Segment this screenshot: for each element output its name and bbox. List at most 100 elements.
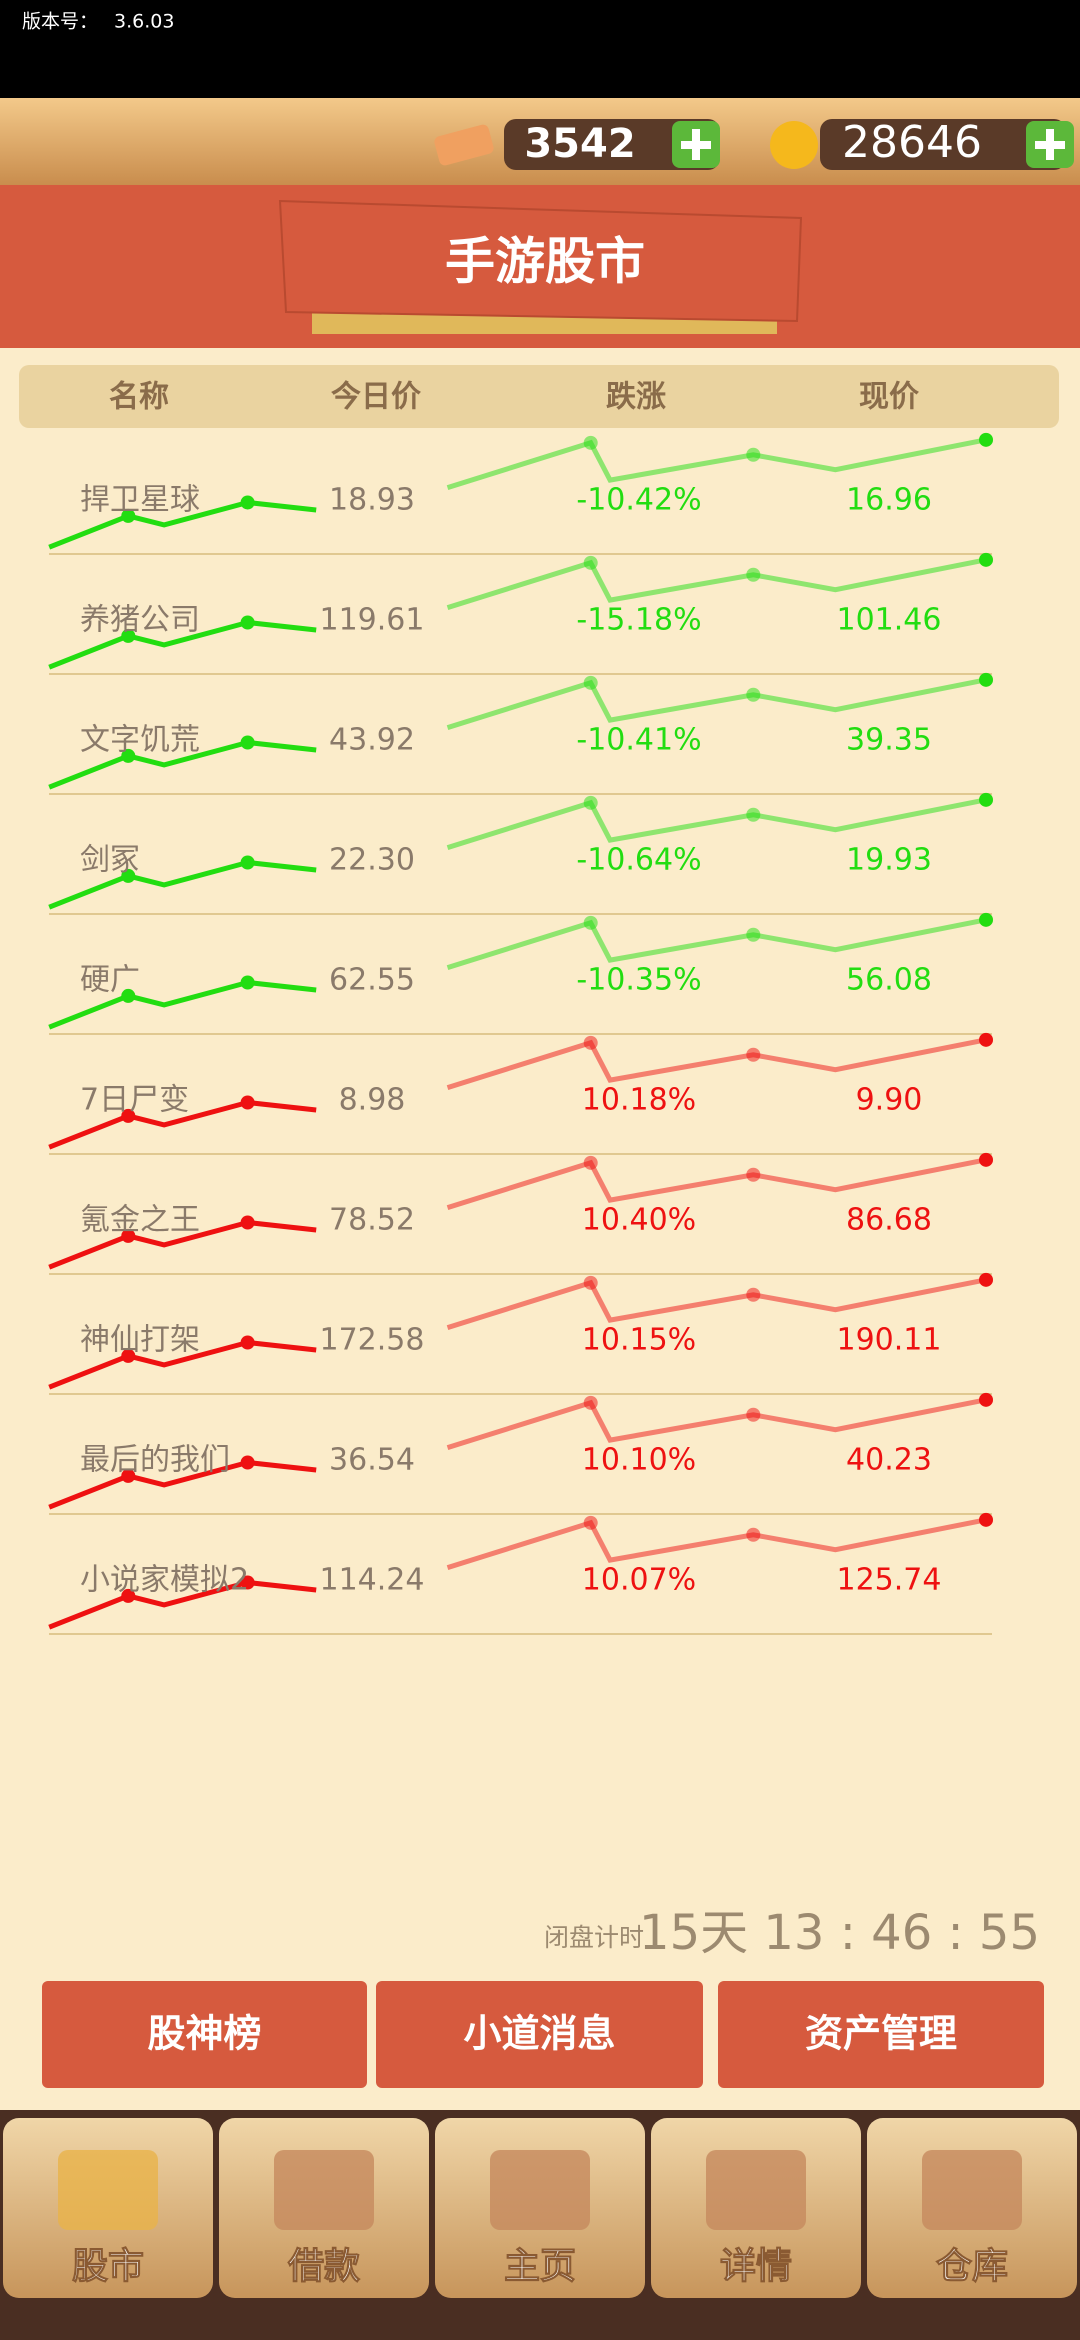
sparkline	[48, 739, 317, 790]
spark-dot	[240, 1455, 255, 1470]
spark-dot	[583, 1515, 598, 1530]
coin-pill[interactable]	[820, 119, 1066, 170]
current-price: 56.08	[846, 963, 932, 998]
coin-icon	[770, 121, 818, 169]
action-button[interactable]	[376, 1981, 703, 2088]
nav-label: 借款	[287, 2246, 360, 2287]
sparkline	[446, 917, 987, 970]
nav-label: 仓库	[936, 2246, 1008, 2287]
column-header: 现价	[859, 380, 919, 415]
spark-dot	[979, 1512, 994, 1527]
action-button[interactable]	[42, 1981, 367, 2088]
nav-icon	[490, 2150, 590, 2230]
button-label: 小道消息	[463, 2012, 615, 2056]
status-bar	[0, 0, 1080, 98]
spark-dot	[979, 1152, 994, 1167]
spark-dot	[121, 868, 136, 883]
nav-label: 详情	[720, 2246, 792, 2287]
spark-dot	[240, 1095, 255, 1110]
spark-dot	[240, 1215, 255, 1230]
today-price: 8.98	[339, 1083, 406, 1118]
spark-dot	[240, 855, 255, 870]
spark-dot	[121, 1228, 136, 1243]
spark-dot	[240, 1335, 255, 1350]
spark-dot	[240, 615, 255, 630]
spark-dot	[979, 552, 994, 567]
spark-dot	[583, 1035, 598, 1050]
stock-name: 神仙打架	[80, 1323, 200, 1358]
countdown: 15天 13 : 46 : 55	[639, 1905, 1040, 1961]
spark-dot	[746, 1407, 761, 1422]
spark-dot	[979, 912, 994, 927]
today-price: 172.58	[320, 1323, 425, 1358]
title-banner	[278, 199, 803, 323]
spark-dot	[240, 735, 255, 750]
today-price: 114.24	[320, 1563, 425, 1598]
plus	[681, 129, 711, 160]
nav-label: 股市	[72, 2246, 144, 2287]
sparkline	[48, 1219, 317, 1270]
spark-dot	[746, 1527, 761, 1542]
sparkline	[48, 1339, 317, 1390]
sparkline	[48, 499, 317, 550]
spark-dot	[746, 807, 761, 822]
current-price: 190.11	[837, 1323, 942, 1358]
sparkline	[446, 437, 987, 490]
spark-dot	[979, 672, 994, 687]
version: 3.6.03	[114, 11, 174, 33]
change: -10.64%	[576, 843, 701, 878]
change: 10.18%	[582, 1083, 696, 1118]
spark-dot	[583, 1155, 598, 1170]
current-price: 101.46	[837, 603, 942, 638]
nav-icon	[58, 2150, 158, 2230]
stock-name: 捍卫星球	[80, 483, 200, 518]
spark-dot	[746, 1167, 761, 1182]
spark-dot	[121, 1468, 136, 1483]
stock-name: 硬广	[80, 963, 140, 998]
cash-pill[interactable]	[504, 119, 720, 170]
spark-dot	[121, 628, 136, 643]
stock-name: 文字饥荒	[80, 723, 200, 758]
spark-dot	[583, 435, 598, 450]
sparkline	[446, 677, 987, 730]
spark-dot	[583, 795, 598, 810]
stock-name: 养猪公司	[80, 603, 200, 638]
sparkline	[446, 1157, 987, 1210]
current-price: 40.23	[846, 1443, 932, 1478]
countdown-label: 闭盘计时	[544, 1923, 644, 1952]
table-header	[19, 365, 1059, 428]
spark-dot	[240, 975, 255, 990]
spark-dot	[240, 1575, 255, 1590]
today-price: 62.55	[329, 963, 415, 998]
today-price: 18.93	[329, 483, 415, 518]
current-price: 86.68	[846, 1203, 932, 1238]
spark-dot	[121, 748, 136, 763]
sparkline	[446, 1517, 987, 1570]
spark-dot	[121, 1348, 136, 1363]
spark-dot	[746, 927, 761, 942]
spark-dot	[583, 915, 598, 930]
spark-dot	[979, 1272, 994, 1287]
action-button[interactable]	[718, 1981, 1044, 2088]
nav-label: 主页	[504, 2246, 576, 2287]
spark-dot	[979, 1392, 994, 1407]
change: -10.41%	[576, 723, 701, 758]
stock-name: 剑冢	[80, 843, 140, 878]
sparkline	[446, 1277, 987, 1330]
cash-icon	[434, 124, 494, 166]
button-label: 股神榜	[147, 2012, 261, 2056]
nav-icon	[706, 2150, 806, 2230]
today-price: 43.92	[329, 723, 415, 758]
button-label: 资产管理	[805, 2012, 957, 2056]
today-price: 22.30	[329, 843, 415, 878]
spark-dot	[746, 567, 761, 582]
sparkline	[48, 1459, 317, 1510]
spark-dot	[979, 1032, 994, 1047]
current-price: 39.35	[846, 723, 932, 758]
stock-name: 最后的我们	[80, 1443, 230, 1478]
spark-dot	[979, 792, 994, 807]
spark-dot	[121, 988, 136, 1003]
sparkline	[48, 1099, 317, 1150]
